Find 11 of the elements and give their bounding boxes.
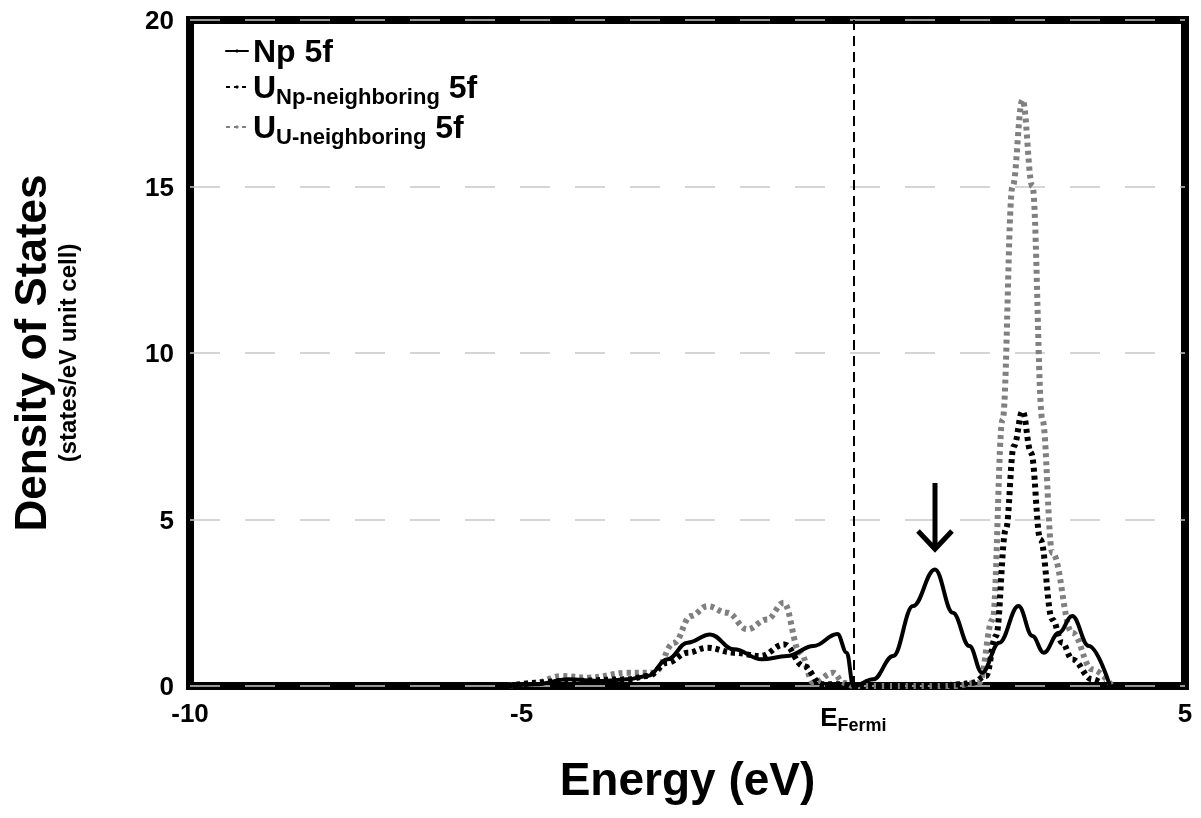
y-tick-label: 15 — [145, 171, 174, 202]
y-tick-label: 20 — [145, 5, 174, 35]
x-tick-label: 5 — [1177, 698, 1193, 728]
x-axis-title: Energy (eV) — [559, 753, 816, 805]
y-tick-label: 5 — [159, 504, 174, 535]
x-tick-label: -5 — [510, 698, 534, 728]
y-tick-label: 10 — [145, 338, 174, 368]
x-tick-label: -10 — [171, 698, 209, 728]
legend-label: Np 5f — [253, 33, 334, 69]
y-tick-label: 0 — [159, 671, 174, 701]
y-axis-title: Density of States (states/eV unit cell) — [5, 174, 81, 532]
